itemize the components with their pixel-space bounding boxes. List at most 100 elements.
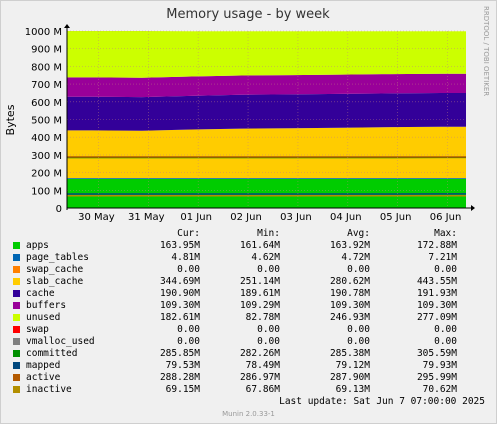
last-update: Last update: Sat Jun 7 07:00:00 2025: [279, 396, 485, 407]
legend-header-avg: Avg:: [347, 228, 370, 239]
legend-row-slab-cache: slab_cache 344.69M 251.14M 280.62M 443.55M: [0, 276, 497, 288]
memory-chart: 0 100 M 200 M 300 M 400 M 500 M 600 M 700 M 800 …: [4, 6, 490, 223]
y-tick-label: 900 M: [31, 45, 62, 56]
y-tick-label: 600 M: [31, 98, 62, 109]
legend-row-committed: committed 285.85M 282.26M 285.38M 305.59M: [0, 348, 497, 360]
legend-min-value: 82.78M: [245, 312, 280, 323]
legend-min-value: 109.29M: [239, 300, 280, 311]
legend-name: committed: [26, 348, 78, 359]
x-tick-label: 05 Jun: [380, 212, 412, 223]
legend-name: cache: [26, 288, 55, 299]
munin-version: Munin 2.0.33-1: [222, 410, 275, 418]
legend-name: page_tables: [26, 252, 89, 263]
legend-max-value: 70.62M: [422, 384, 457, 395]
legend-name: active: [26, 372, 61, 383]
legend-min-value: 161.64M: [239, 240, 280, 251]
legend-swatch: [13, 242, 20, 249]
legend-swatch: [13, 314, 20, 321]
y-tick-label: 500 M: [31, 116, 62, 127]
legend-max-value: 295.99M: [416, 372, 457, 383]
legend-avg-value: 0.00: [347, 336, 370, 347]
legend-max-value: 109.30M: [416, 300, 457, 311]
x-tick-label: 01 Jun: [180, 212, 212, 223]
area-page-tables: [67, 178, 466, 179]
legend-cur-value: 163.95M: [159, 240, 200, 251]
y-tick-label: 200 M: [31, 169, 62, 180]
legend-swatch: [13, 338, 20, 345]
y-tick-label: 700 M: [31, 80, 62, 91]
x-axis-arrow: [471, 205, 475, 211]
x-tick-label: 30 May: [78, 212, 115, 223]
legend-row-apps: apps 163.95M 161.64M 163.92M 172.88M: [0, 240, 497, 252]
x-tick-label: 03 Jun: [280, 212, 312, 223]
legend-row-active: active 288.28M 286.97M 287.90M 295.99M: [0, 372, 497, 384]
legend-swatch: [13, 266, 20, 273]
legend-cur-value: 344.69M: [159, 276, 200, 287]
legend-cur-value: 79.53M: [165, 360, 200, 371]
legend-name: buffers: [26, 300, 67, 311]
legend-row-page-tables: page_tables 4.81M 4.62M 4.72M 7.21M: [0, 252, 497, 264]
area-unused: [67, 31, 466, 78]
legend-avg-value: 4.72M: [341, 252, 370, 263]
legend-min-value: 78.49M: [245, 360, 280, 371]
legend-name: mapped: [26, 360, 61, 371]
legend-swatch: [13, 326, 20, 333]
legend-avg-value: 163.92M: [329, 240, 370, 251]
legend-swatch: [13, 350, 20, 357]
legend-name: unused: [26, 312, 61, 323]
y-tick-label: 100 M: [31, 186, 62, 197]
legend-swatch: [13, 278, 20, 285]
legend-max-value: 0.00: [434, 264, 457, 275]
legend-max-value: 7.21M: [428, 252, 457, 263]
legend-min-value: 251.14M: [239, 276, 280, 287]
area-slab-cache: [67, 126, 466, 179]
legend-name: slab_cache: [26, 276, 84, 287]
legend-cur-value: 69.15M: [165, 384, 200, 395]
legend-max-value: 0.00: [434, 336, 457, 347]
legend-min-value: 0.00: [257, 264, 280, 275]
y-tick-label: 300 M: [31, 151, 62, 162]
legend-name: apps: [26, 240, 49, 251]
legend-cur-value: 288.28M: [159, 372, 200, 383]
legend-cur-value: 0.00: [177, 336, 200, 347]
y-tick-label: 0: [56, 204, 62, 215]
legend-swatch: [13, 362, 20, 369]
legend-max-value: 0.00: [434, 324, 457, 335]
legend-avg-value: 287.90M: [329, 372, 370, 383]
legend-row-swap: swap 0.00 0.00 0.00 0.00: [0, 324, 497, 336]
legend-swatch: [13, 254, 20, 261]
legend-min-value: 0.00: [257, 336, 280, 347]
legend-header-max: Max:: [434, 228, 457, 239]
legend-min-value: 189.61M: [239, 288, 280, 299]
legend-row-mapped: mapped 79.53M 78.49M 79.12M 79.93M: [0, 360, 497, 372]
y-tick-label: 800 M: [31, 62, 62, 73]
y-axis-label: Bytes: [4, 104, 17, 135]
legend-cur-value: 0.00: [177, 264, 200, 275]
legend-avg-value: 190.78M: [329, 288, 370, 299]
legend-avg-value: 109.30M: [329, 300, 370, 311]
legend-avg-value: 0.00: [347, 324, 370, 335]
legend-swatch: [13, 302, 20, 309]
legend-max-value: 443.55M: [416, 276, 457, 287]
legend-swatch: [13, 386, 20, 393]
legend-min-value: 286.97M: [239, 372, 280, 383]
chart-title: Memory usage - by week: [166, 7, 330, 22]
x-tick-label: 04 Jun: [330, 212, 362, 223]
legend-avg-value: 69.13M: [335, 384, 370, 395]
x-tick-label: 02 Jun: [230, 212, 262, 223]
legend-avg-value: 285.38M: [329, 348, 370, 359]
y-axis-arrow: [64, 24, 70, 28]
legend-max-value: 172.88M: [416, 240, 457, 251]
x-tick-label: 06 Jun: [430, 212, 462, 223]
legend-cur-value: 0.00: [177, 324, 200, 335]
legend-avg-value: 0.00: [347, 264, 370, 275]
legend-min-value: 4.62M: [251, 252, 280, 263]
legend-row-vmalloc-used: vmalloc_used 0.00 0.00 0.00 0.00: [0, 336, 497, 348]
legend-swatch: [13, 290, 20, 297]
legend-row-unused: unused 182.61M 82.78M 246.93M 277.09M: [0, 312, 497, 324]
legend-name: vmalloc_used: [26, 336, 95, 347]
y-tick-label: 1000 M: [25, 27, 62, 38]
legend-avg-value: 246.93M: [329, 312, 370, 323]
area-buffers: [67, 73, 466, 98]
x-tick-label: 31 May: [128, 212, 165, 223]
